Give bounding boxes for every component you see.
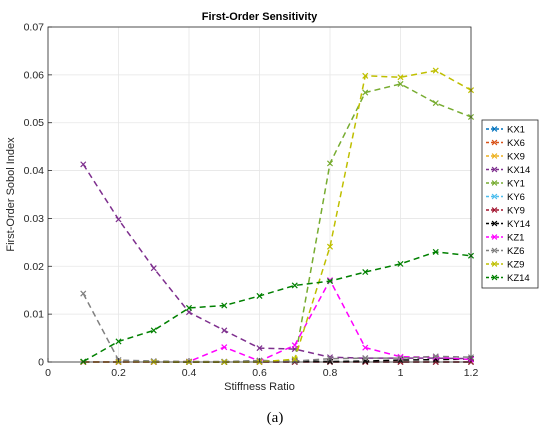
y-tick-label: 0.01 — [24, 309, 45, 321]
legend-item: KX14 — [486, 165, 530, 176]
legend-item: KY6 — [486, 192, 525, 203]
legend-label: KX9 — [507, 152, 525, 163]
data-point-kx14 — [221, 327, 228, 334]
data-point-kz1 — [291, 342, 298, 349]
data-point-kz6 — [432, 353, 439, 360]
legend-label: KX1 — [507, 125, 525, 136]
legend-label: KY1 — [507, 179, 525, 190]
data-point-kz1 — [362, 344, 369, 351]
legend-label: KX6 — [507, 138, 525, 149]
y-tick-label: 0.02 — [24, 261, 45, 273]
legend-marker — [491, 207, 498, 213]
legend-label: KY6 — [507, 192, 525, 203]
x-tick-label: 1.2 — [464, 367, 479, 379]
legend-item: KZ14 — [486, 273, 530, 284]
y-tick-label: 0 — [38, 357, 44, 369]
legend-item: KZ6 — [486, 246, 524, 257]
data-point-kz14 — [115, 338, 122, 345]
legend-item: KX9 — [486, 152, 525, 163]
legend-marker — [491, 261, 498, 267]
series-line-kz14 — [82, 251, 472, 363]
data-point-kz6 — [291, 358, 298, 365]
legend-marker — [491, 139, 498, 146]
y-axis-label: First-Order Sobol Index — [5, 137, 17, 252]
legend-marker — [491, 126, 498, 132]
data-point-kz14 — [221, 302, 228, 309]
legend-item: KX6 — [486, 138, 525, 149]
chart-title: First-Order Sensitivity — [202, 11, 318, 23]
data-point-kx14 — [256, 345, 263, 352]
legend-item: KY1 — [486, 179, 525, 190]
legend-item: KZ1 — [486, 233, 524, 244]
legend-item: KZ9 — [486, 260, 524, 271]
legend-label: KZ1 — [507, 233, 524, 244]
legend: KX1 KX6 KX9 KX14 KY1 KY6 KY9 KY14 KZ1 KZ6 KZ9 KZ14 — [481, 119, 539, 289]
axis-ticks: 0 0.2 0.4 0.6 0.8 1 1.2 0 0.01 0.02 0.03 0.04 0.05 0.… — [24, 22, 479, 380]
x-tick-label: 0.4 — [182, 367, 197, 379]
y-tick-label: 0.05 — [24, 117, 45, 129]
legend-box — [481, 119, 539, 289]
data-point-ky1 — [397, 80, 404, 87]
data-point-kz6 — [150, 358, 157, 365]
x-tick-label: 0.6 — [252, 367, 267, 379]
data-point-kz14 — [80, 358, 87, 365]
legend-marker — [491, 234, 498, 240]
legend-item: KY14 — [486, 219, 530, 230]
x-tick-label: 0.2 — [111, 367, 126, 379]
legend-label: KX14 — [507, 165, 530, 176]
series-line-kx14 — [82, 163, 472, 360]
data-point-kz14 — [362, 269, 369, 276]
data-point-kz14 — [185, 304, 193, 311]
legend-label: KY14 — [507, 219, 530, 230]
legend-marker — [491, 180, 498, 186]
data-point-kz9 — [362, 72, 369, 79]
data-point-kz14 — [397, 260, 404, 267]
data-point-kz9 — [397, 74, 404, 81]
legend-label: KZ6 — [507, 246, 524, 257]
data-point-kz9 — [432, 67, 439, 74]
data-point-ky1 — [362, 89, 369, 96]
legend-marker — [491, 220, 498, 227]
x-axis-label: Stiffness Ratio — [224, 381, 295, 393]
data-point-kz6 — [80, 290, 87, 297]
legend-marker — [491, 166, 498, 173]
legend-marker — [491, 153, 498, 159]
figure-caption: (a) — [266, 410, 284, 426]
x-tick-label: 0.8 — [323, 367, 338, 379]
data-point-kx14 — [150, 265, 157, 272]
legend-label: KZ9 — [507, 260, 524, 271]
y-tick-label: 0.04 — [24, 165, 45, 177]
data-point-kz14 — [326, 278, 334, 285]
data-point-kz14 — [432, 248, 439, 255]
data-point-kz1 — [221, 344, 228, 351]
series-kz14 — [80, 248, 475, 365]
legend-item: KY9 — [486, 206, 525, 217]
data-point-kx14 — [115, 216, 122, 223]
data-point-ky1 — [326, 160, 334, 167]
legend-marker — [491, 193, 498, 200]
y-tick-label: 0.07 — [24, 22, 45, 34]
data-point-kz14 — [291, 282, 298, 289]
legend-marker — [491, 247, 498, 254]
legend-label: KZ14 — [507, 273, 530, 284]
data-point-kz9 — [326, 243, 334, 250]
data-point-kz14 — [150, 327, 157, 334]
data-point-kz6 — [362, 355, 369, 362]
x-tick-label: 1 — [398, 367, 404, 379]
legend-marker — [491, 274, 498, 281]
data-point-kz14 — [256, 292, 263, 299]
y-tick-label: 0.03 — [24, 213, 45, 225]
y-tick-label: 0.06 — [24, 69, 45, 81]
x-tick-label: 0 — [45, 367, 51, 379]
legend-item: KX1 — [486, 125, 525, 136]
data-point-kz9 — [291, 356, 298, 363]
data-point-kz1 — [432, 354, 439, 361]
data-point-ky1 — [432, 100, 439, 107]
legend-label: KY9 — [507, 206, 525, 217]
data-point-kx14 — [80, 161, 87, 168]
